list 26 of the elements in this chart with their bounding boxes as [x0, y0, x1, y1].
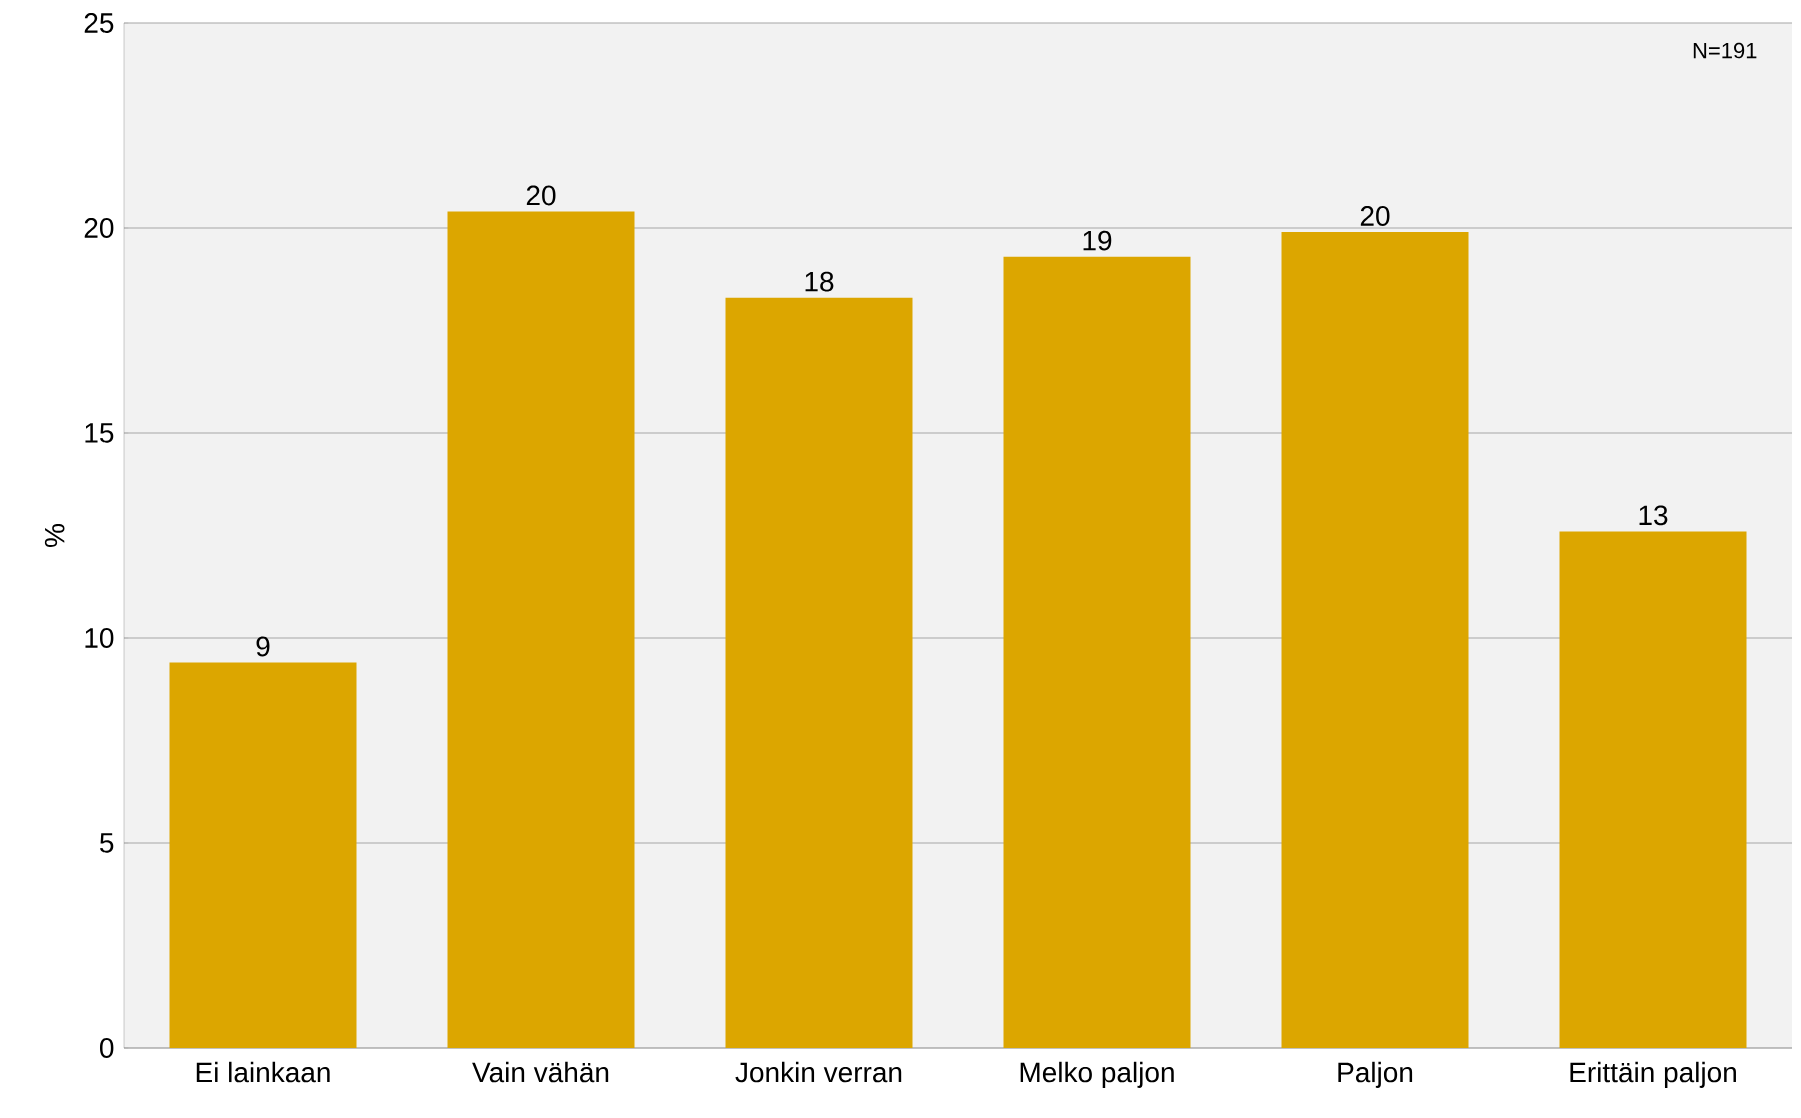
data-label: 19 [1083, 230, 1112, 251]
bar [725, 297, 913, 1048]
y-tick-label: 20 [84, 218, 114, 238]
data-label: 20 [1360, 206, 1390, 226]
x-tick-label: Ei lainkaan [196, 1061, 330, 1083]
x-tick-label: Erittäin paljon [1570, 1061, 1736, 1088]
data-label: 18 [805, 271, 834, 292]
x-tick-label: Vain vähän [472, 1061, 609, 1083]
data-label: 20 [526, 185, 556, 206]
bar [447, 211, 635, 1048]
y-axis-title: % [44, 524, 65, 547]
y-tick-label: 15 [85, 423, 114, 443]
y-tick-label: 5 [100, 833, 114, 853]
bar [1559, 531, 1747, 1048]
bar [1003, 256, 1191, 1048]
y-tick-label: 0 [99, 1038, 114, 1058]
x-tick-label: Melko paljon [1020, 1061, 1174, 1088]
y-tick-label: 25 [84, 13, 114, 33]
data-label: 13 [1639, 505, 1668, 526]
bar [1281, 232, 1469, 1048]
annotation: N=191 [1693, 42, 1757, 59]
x-tick-label: Jonkin verran [735, 1061, 902, 1083]
data-label: 9 [256, 636, 270, 657]
bar [169, 662, 357, 1048]
y-tick-label: 10 [85, 628, 114, 648]
x-tick-label: Paljon [1338, 1061, 1413, 1088]
